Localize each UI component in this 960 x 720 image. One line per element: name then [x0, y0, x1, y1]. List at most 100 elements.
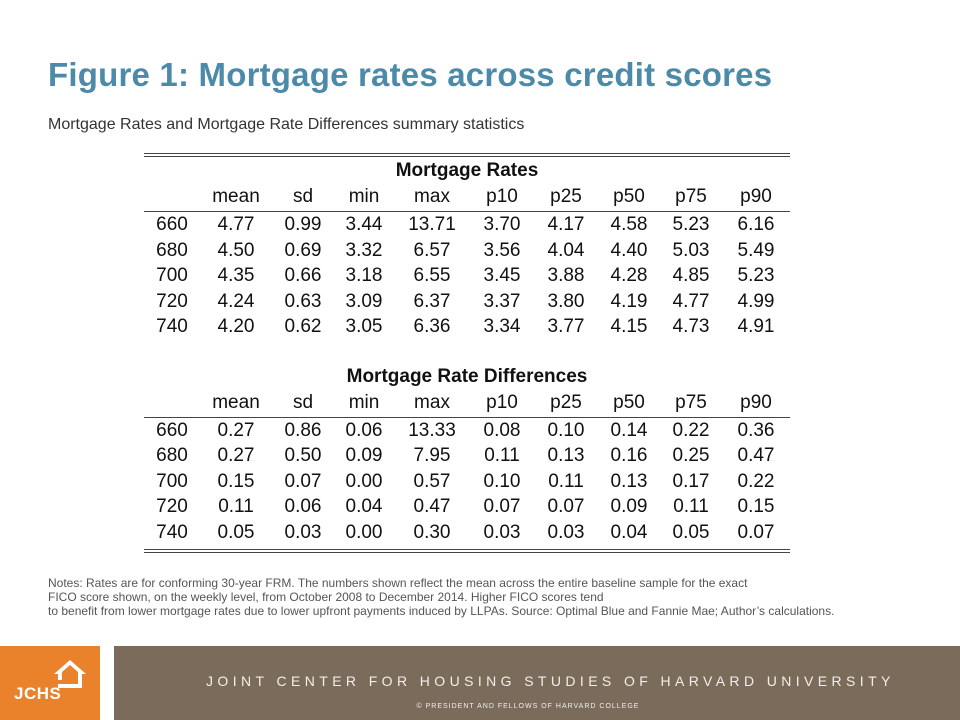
- house-icon: [54, 660, 86, 688]
- differences-heading: Mortgage Rate Differences: [346, 365, 588, 387]
- stats-table: Mortgage Rates mean sd min max p10 p25 p…: [144, 159, 790, 545]
- stat-value-cell: 0.66: [284, 265, 322, 286]
- notes-line: Notes: Rates are for conforming 30-year …: [48, 576, 748, 590]
- stat-value-cell: 4.40: [610, 239, 648, 261]
- stat-value-cell: 0.50: [284, 445, 322, 466]
- col-header-max: max: [394, 183, 470, 212]
- col-header-p25: p25: [534, 388, 598, 418]
- organization-name: JOINT CENTER FOR HOUSING STUDIES OF HARV…: [206, 673, 895, 689]
- stat-value-cell: 4.99: [737, 290, 775, 312]
- notes-line: to benefit from lower mortgage rates due…: [48, 604, 835, 618]
- stat-value-cell: 0.22: [672, 419, 710, 441]
- col-header-max: max: [394, 388, 470, 418]
- col-header-min: min: [334, 388, 394, 418]
- section-spacer: [144, 340, 790, 365]
- stat-value-cell: 6.37: [413, 290, 451, 312]
- table-row: 660 0.27 0.86 0.06 13.33 0.08 0.10 0.14 0.22 0.36: [144, 417, 790, 443]
- fico-score-cell: 680: [156, 445, 188, 466]
- stat-value-cell: 0.08: [483, 419, 521, 441]
- differences-column-header: mean sd min max p10 p25 p50 p75 p90: [144, 388, 790, 418]
- stat-value-cell: 0.06: [345, 419, 383, 441]
- stat-value-cell: 13.71: [408, 214, 456, 235]
- stat-value-cell: 0.04: [345, 496, 383, 517]
- stat-value-cell: 4.73: [672, 316, 710, 337]
- col-header-p25: p25: [534, 183, 598, 212]
- stat-value-cell: 3.45: [483, 265, 521, 286]
- fico-score-cell: 680: [156, 239, 188, 261]
- stat-value-cell: 3.44: [345, 214, 383, 235]
- stat-value-cell: 4.24: [217, 290, 255, 312]
- stat-value-cell: 0.09: [345, 445, 383, 466]
- copyright-notice: © PRESIDENT AND FELLOWS OF HARVARD COLLE…: [416, 703, 640, 710]
- fico-score-cell: 740: [156, 521, 188, 543]
- stat-value-cell: 0.03: [483, 521, 521, 543]
- stat-value-cell: 0.11: [673, 496, 709, 517]
- stat-value-cell: 0.11: [484, 445, 520, 466]
- stat-value-cell: 0.25: [672, 445, 710, 466]
- stat-value-cell: 4.19: [610, 290, 648, 312]
- col-header-sd: sd: [272, 183, 334, 212]
- col-header-p75: p75: [660, 388, 722, 418]
- footer-bar: JCHS JOINT CENTER FOR HOUSING STUDIES OF…: [0, 646, 960, 720]
- stat-value-cell: 5.23: [672, 214, 710, 235]
- col-header-mean: mean: [200, 388, 272, 418]
- stat-value-cell: 4.35: [217, 265, 255, 286]
- fico-score-cell: 720: [156, 290, 188, 312]
- stat-value-cell: 0.27: [217, 419, 255, 441]
- rates-column-header: mean sd min max p10 p25 p50 p75 p90: [144, 183, 790, 212]
- stat-value-cell: 0.36: [737, 419, 775, 441]
- stat-value-cell: 4.50: [217, 239, 255, 261]
- col-header-mean: mean: [200, 183, 272, 212]
- stat-value-cell: 4.77: [217, 214, 255, 235]
- col-header-sd: sd: [272, 388, 334, 418]
- stat-value-cell: 4.20: [217, 316, 255, 337]
- fico-score-cell: 660: [156, 214, 188, 235]
- stat-value-cell: 6.16: [737, 214, 775, 235]
- notes-line: FICO score shown, on the weekly level, f…: [48, 590, 604, 604]
- table-row: 680 0.27 0.50 0.09 7.95 0.11 0.13 0.16 0.25 0.47: [144, 443, 790, 469]
- table-top-rule: [144, 153, 790, 157]
- table-row: 740 4.20 0.62 3.05 6.36 3.34 3.77 4.15 4.73 4.91: [144, 314, 790, 340]
- col-header-min: min: [334, 183, 394, 212]
- stat-value-cell: 0.07: [483, 496, 521, 517]
- stat-value-cell: 3.88: [547, 265, 585, 286]
- stat-value-cell: 0.47: [413, 496, 451, 517]
- stat-value-cell: 3.18: [345, 265, 383, 286]
- col-header-p50: p50: [598, 183, 660, 212]
- stat-value-cell: 0.57: [413, 470, 451, 492]
- col-header-p10: p10: [470, 183, 534, 212]
- stat-value-cell: 0.05: [672, 521, 710, 543]
- stat-value-cell: 0.07: [547, 496, 585, 517]
- stat-value-cell: 6.57: [413, 239, 451, 261]
- stat-value-cell: 0.69: [284, 239, 322, 261]
- col-header-p75: p75: [660, 183, 722, 212]
- table-row: 720 0.11 0.06 0.04 0.47 0.07 0.07 0.09 0.11 0.15: [144, 494, 790, 520]
- stat-value-cell: 5.49: [737, 239, 775, 261]
- col-header-p90: p90: [722, 388, 790, 418]
- table-row: 660 4.77 0.99 3.44 13.71 3.70 4.17 4.58 5.23 6.16: [144, 212, 790, 238]
- stat-value-cell: 0.07: [737, 521, 775, 543]
- stat-value-cell: 13.33: [408, 419, 456, 441]
- stat-value-cell: 4.85: [672, 265, 710, 286]
- stat-value-cell: 4.04: [547, 239, 585, 261]
- stat-value-cell: 3.05: [345, 316, 383, 337]
- row-label-header: [144, 183, 200, 212]
- stat-value-cell: 3.09: [345, 290, 383, 312]
- stat-value-cell: 3.34: [483, 316, 521, 337]
- row-label-header: [144, 388, 200, 418]
- table-bottom-rule: [144, 549, 790, 553]
- stat-value-cell: 5.03: [672, 239, 710, 261]
- page-title: Figure 1: Mortgage rates across credit s…: [48, 56, 773, 93]
- stat-value-cell: 4.91: [737, 316, 775, 337]
- stat-value-cell: 0.10: [547, 419, 585, 441]
- fico-score-cell: 720: [156, 496, 188, 517]
- stat-value-cell: 0.13: [610, 470, 648, 492]
- stat-value-cell: 0.03: [284, 521, 322, 543]
- stat-value-cell: 6.55: [413, 265, 451, 286]
- page-subtitle: Mortgage Rates and Mortgage Rate Differe…: [48, 116, 525, 133]
- stat-value-cell: 0.17: [672, 470, 710, 492]
- stat-value-cell: 3.56: [483, 239, 521, 261]
- table-row: 700 0.15 0.07 0.00 0.57 0.10 0.11 0.13 0.17 0.22: [144, 469, 790, 495]
- footer-divider: [100, 646, 114, 720]
- fico-score-cell: 700: [156, 470, 188, 492]
